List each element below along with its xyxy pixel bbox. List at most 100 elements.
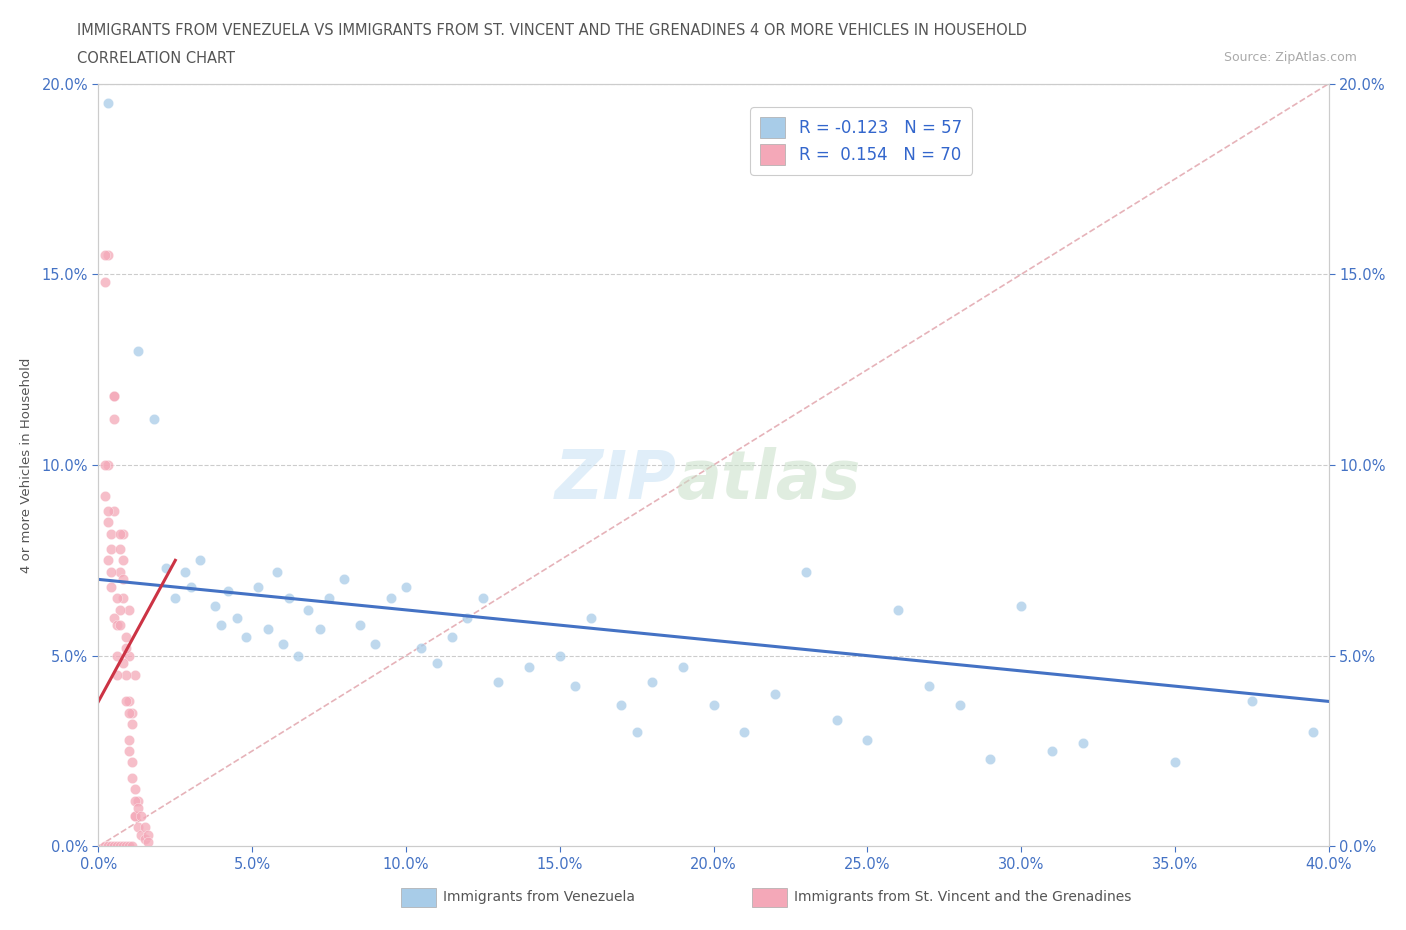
Point: [610, 698, 633, 712]
Point: [1302, 724, 1324, 739]
Point: [112, 553, 135, 568]
Point: [100, 579, 122, 594]
Point: [180, 579, 202, 594]
Point: [118, 648, 141, 663]
Point: [118, 839, 141, 854]
Point: [124, 808, 146, 823]
Point: [118, 706, 141, 721]
Point: [100, 526, 122, 541]
Point: [131, 808, 153, 823]
Point: [703, 698, 725, 712]
Point: [127, 343, 149, 358]
Point: [278, 591, 301, 606]
Point: [287, 648, 309, 663]
Point: [118, 603, 141, 618]
Point: [105, 648, 128, 663]
Point: [103, 503, 125, 518]
Point: [105, 839, 128, 854]
Point: [256, 621, 278, 636]
Point: [103, 839, 125, 854]
Point: [471, 591, 494, 606]
Point: [93, 458, 115, 472]
Point: [271, 637, 294, 652]
Point: [349, 618, 371, 632]
Point: [1040, 744, 1063, 759]
Point: [100, 541, 122, 556]
Point: [548, 648, 571, 663]
Point: [127, 820, 149, 835]
Text: CORRELATION CHART: CORRELATION CHART: [77, 51, 235, 66]
Point: [247, 579, 270, 594]
Point: [118, 694, 141, 709]
Point: [115, 641, 138, 656]
Point: [115, 839, 138, 854]
Point: [395, 579, 418, 594]
Point: [380, 591, 402, 606]
Point: [134, 831, 156, 846]
Point: [93, 839, 115, 854]
Point: [108, 603, 131, 618]
Point: [115, 668, 138, 683]
Point: [456, 610, 478, 625]
Point: [318, 591, 340, 606]
Point: [1010, 599, 1032, 614]
Point: [105, 668, 128, 683]
Point: [217, 583, 239, 598]
Point: [204, 599, 226, 614]
Point: [165, 591, 187, 606]
Text: Immigrants from St. Vincent and the Grenadines: Immigrants from St. Vincent and the Gren…: [794, 890, 1132, 905]
Point: [266, 565, 288, 579]
Point: [136, 828, 159, 843]
Point: [100, 565, 122, 579]
Point: [103, 610, 125, 625]
Point: [105, 618, 128, 632]
Point: [127, 793, 149, 808]
Point: [564, 679, 586, 694]
Point: [763, 686, 786, 701]
Point: [108, 839, 131, 854]
Point: [93, 274, 115, 289]
Point: [97, 458, 120, 472]
Point: [100, 839, 122, 854]
Point: [118, 744, 141, 759]
Point: [856, 732, 879, 747]
Point: [486, 675, 509, 690]
Point: [441, 630, 464, 644]
Point: [93, 248, 115, 263]
Text: ZIP: ZIP: [555, 447, 676, 513]
Point: [115, 630, 138, 644]
Point: [112, 839, 135, 854]
Point: [103, 389, 125, 404]
Point: [211, 618, 233, 632]
Point: [108, 526, 131, 541]
Point: [1164, 755, 1187, 770]
Point: [297, 603, 319, 618]
Point: [121, 706, 143, 721]
Point: [235, 630, 257, 644]
Point: [225, 610, 247, 625]
Point: [136, 835, 159, 850]
Point: [333, 572, 356, 587]
Text: IMMIGRANTS FROM VENEZUELA VS IMMIGRANTS FROM ST. VINCENT AND THE GRENADINES 4 OR: IMMIGRANTS FROM VENEZUELA VS IMMIGRANTS …: [77, 23, 1028, 38]
Y-axis label: 4 or more Vehicles in Household: 4 or more Vehicles in Household: [20, 357, 34, 573]
Point: [134, 820, 156, 835]
Point: [108, 618, 131, 632]
Point: [626, 724, 648, 739]
Point: [105, 591, 128, 606]
Point: [124, 808, 146, 823]
Point: [918, 679, 941, 694]
Legend: R = -0.123   N = 57, R =  0.154   N = 70: R = -0.123 N = 57, R = 0.154 N = 70: [751, 107, 972, 175]
Point: [112, 526, 135, 541]
Point: [93, 488, 115, 503]
Point: [142, 412, 165, 427]
Point: [103, 412, 125, 427]
Point: [155, 561, 177, 576]
Point: [121, 839, 143, 854]
Point: [97, 503, 120, 518]
Point: [641, 675, 664, 690]
Point: [887, 603, 910, 618]
Point: [121, 717, 143, 732]
Point: [97, 839, 120, 854]
Point: [979, 751, 1001, 766]
Point: [411, 641, 433, 656]
